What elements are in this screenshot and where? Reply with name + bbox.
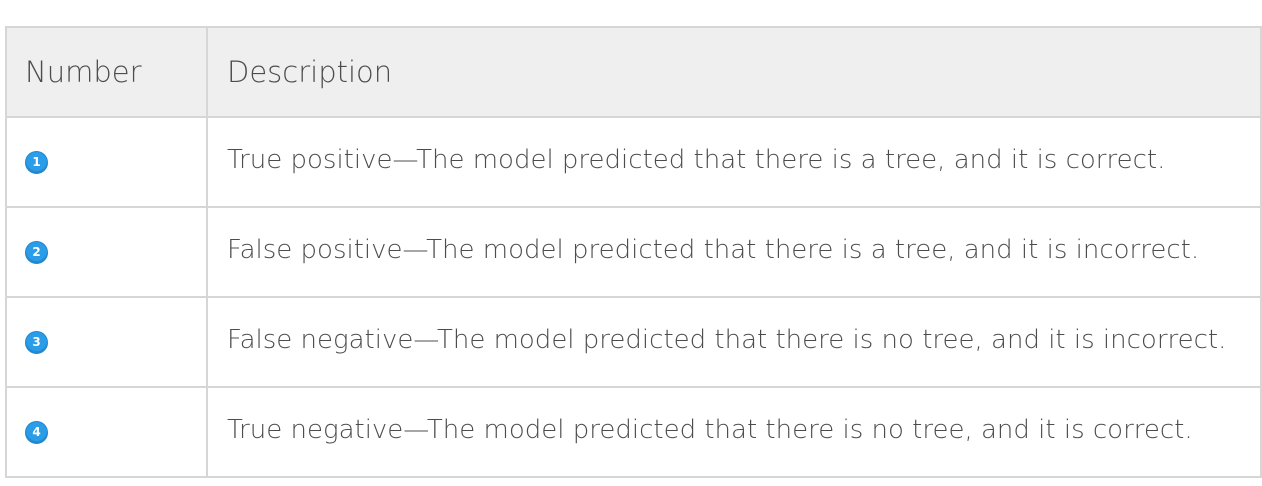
description-text: False negative—The model predicted that … <box>227 325 1227 355</box>
table-row: 3 False negative—The model predicted tha… <box>5 296 1262 388</box>
header-description-label: Description <box>227 55 393 89</box>
description-cell: False positive—The model predicted that … <box>206 206 1262 298</box>
header-description: Description <box>206 26 1262 118</box>
number-cell: 1 <box>5 116 208 208</box>
numbered-circle-icon: 4 <box>25 421 48 444</box>
number-cell: 2 <box>5 206 208 298</box>
table-row: 1 True positive—The model predicted that… <box>5 116 1262 208</box>
number-cell: 3 <box>5 296 208 388</box>
description-text: False positive—The model predicted that … <box>227 235 1200 265</box>
description-cell: False negative—The model predicted that … <box>206 296 1262 388</box>
numbered-circle-icon: 2 <box>25 241 48 264</box>
table-row: 4 True negative—The model predicted that… <box>5 386 1262 478</box>
header-number: Number <box>5 26 208 118</box>
table-row: 2 False positive—The model predicted tha… <box>5 206 1262 298</box>
numbered-circle-icon: 3 <box>25 331 48 354</box>
description-text: True negative—The model predicted that t… <box>227 415 1193 445</box>
table-header-row: Number Description <box>5 26 1262 118</box>
confusion-matrix-table: Number Description 1 True positive—The m… <box>5 26 1262 478</box>
description-cell: True negative—The model predicted that t… <box>206 386 1262 478</box>
number-cell: 4 <box>5 386 208 478</box>
confusion-matrix-table-container: Number Description 1 True positive—The m… <box>5 26 1262 478</box>
description-cell: True positive—The model predicted that t… <box>206 116 1262 208</box>
description-text: True positive—The model predicted that t… <box>227 145 1166 175</box>
header-number-label: Number <box>25 55 142 89</box>
numbered-circle-icon: 1 <box>25 151 48 174</box>
